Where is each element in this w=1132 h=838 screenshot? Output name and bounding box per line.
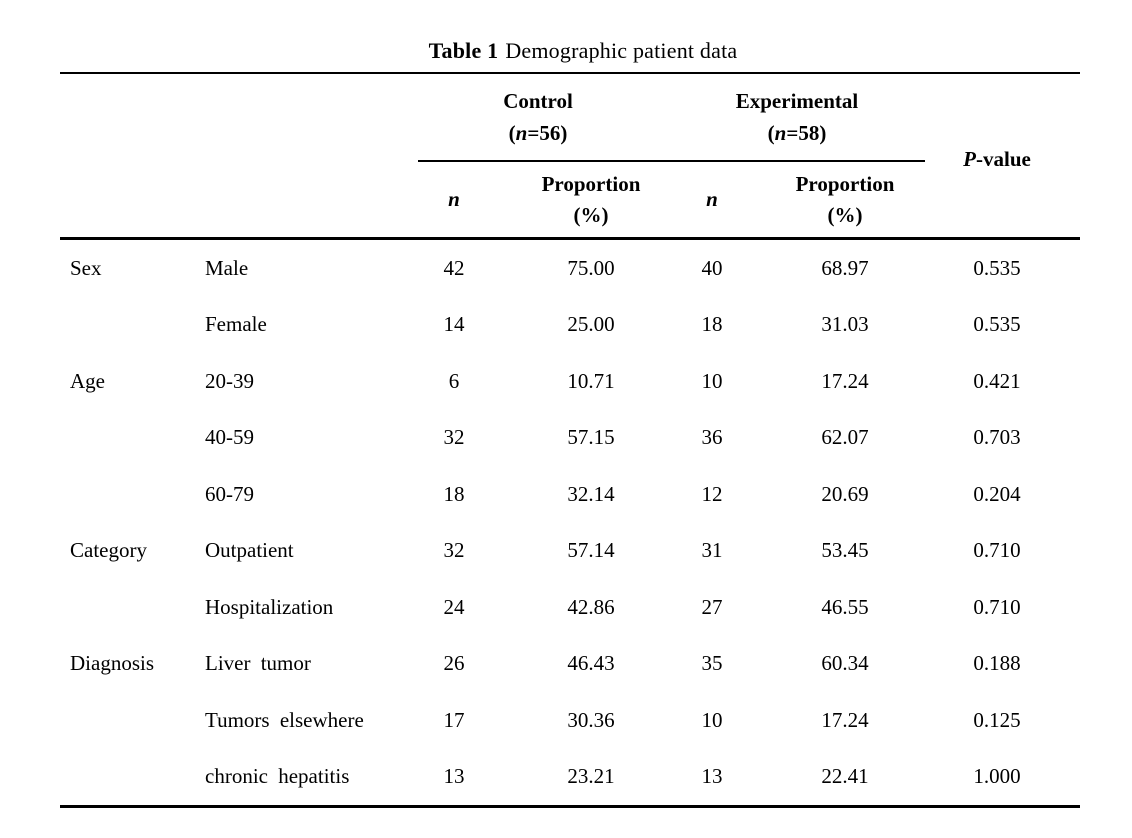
control-proportion-value: 30.36 xyxy=(567,707,615,732)
control-n-value: 32 xyxy=(443,538,465,563)
experimental-n-subheader: n xyxy=(706,187,718,211)
control-proportion-value: 57.14 xyxy=(567,538,615,563)
table-row: Diagnosis Liver tumor 26 46.43 35 60.34 … xyxy=(60,636,1080,693)
row-category-label: 40-59 xyxy=(205,425,254,450)
p-value: 0.710 xyxy=(973,538,1021,563)
experimental-n-value: 31 xyxy=(701,538,723,563)
experimental-n-value: 35 xyxy=(701,651,723,676)
row-category-label: 60-79 xyxy=(205,481,254,506)
control-proportion-value: 23.21 xyxy=(567,764,615,789)
control-group-header: Control (n=56) xyxy=(390,74,664,160)
experimental-n-value: 36 xyxy=(701,425,723,450)
table-caption: Demographic patient data xyxy=(505,38,738,63)
p-value-column-header: P -value xyxy=(963,147,1031,171)
control-proportion-value: 75.00 xyxy=(567,255,615,280)
experimental-proportion-subheader: Proportion (%) xyxy=(795,172,895,227)
p-value: 0.703 xyxy=(973,425,1021,450)
row-category-label: Hospitalization xyxy=(205,594,334,619)
experimental-proportion-value: 46.55 xyxy=(821,594,869,619)
p-value: 0.125 xyxy=(973,707,1021,732)
table-row: 40-59 32 57.15 36 62.07 0.703 xyxy=(60,410,1080,467)
bottom-rule xyxy=(60,805,1080,808)
experimental-n-value: 10 xyxy=(701,707,723,732)
experimental-proportion-value: 17.24 xyxy=(821,368,869,393)
control-proportion-value: 25.00 xyxy=(567,312,615,337)
control-n-value: 18 xyxy=(443,481,465,506)
table-title: Table 1 Demographic patient data xyxy=(60,30,1080,72)
table-row: Age 20-39 6 10.71 10 17.24 0.421 xyxy=(60,353,1080,410)
table-number: Table 1 xyxy=(428,38,499,63)
p-value: 0.535 xyxy=(973,312,1021,337)
p-value: 0.710 xyxy=(973,594,1021,619)
control-proportion-subheader: Proportion (%) xyxy=(541,172,641,227)
control-proportion-value: 42.86 xyxy=(567,594,615,619)
control-proportion-value: 57.15 xyxy=(567,425,615,450)
experimental-n-value: 10 xyxy=(701,368,723,393)
table-row: chronic hepatitis 13 23.21 13 22.41 1.00… xyxy=(60,749,1080,806)
table-row: Sex Male 42 75.00 40 68.97 0.535 xyxy=(60,240,1080,297)
control-proportion-value: 46.43 xyxy=(567,651,615,676)
row-category-label: Female xyxy=(205,312,267,337)
experimental-proportion-value: 60.34 xyxy=(821,651,869,676)
experimental-proportion-value: 68.97 xyxy=(821,255,869,280)
control-n-value: 17 xyxy=(443,707,465,732)
demographic-table: Table 1 Demographic patient data Control… xyxy=(60,30,1080,808)
p-value: 1.000 xyxy=(973,764,1021,789)
control-n-value: 24 xyxy=(443,594,465,619)
experimental-proportion-value: 62.07 xyxy=(821,425,869,450)
experimental-n-value: 27 xyxy=(701,594,723,619)
control-n-value: 13 xyxy=(443,764,465,789)
row-group-label: Age xyxy=(70,368,105,393)
table-row: Female 14 25.00 18 31.03 0.535 xyxy=(60,297,1080,354)
control-proportion-value: 10.71 xyxy=(567,368,615,393)
experimental-n-value: 13 xyxy=(701,764,723,789)
n-symbol: n xyxy=(774,121,787,145)
control-group-n: (n=56) xyxy=(508,121,568,145)
experimental-proportion-value: 53.45 xyxy=(821,538,869,563)
control-n-value: 14 xyxy=(443,312,465,337)
top-rule xyxy=(60,72,1080,74)
table-row: Hospitalization 24 42.86 27 46.55 0.710 xyxy=(60,579,1080,636)
experimental-proportion-value: 17.24 xyxy=(821,707,869,732)
table-body: Sex Male 42 75.00 40 68.97 0.535 Female … xyxy=(60,240,1080,805)
row-category-label: Outpatient xyxy=(205,538,294,563)
row-group-label: Diagnosis xyxy=(70,651,154,676)
header-bottom-rule xyxy=(60,237,1080,240)
p-value: 0.535 xyxy=(973,255,1021,280)
row-group-label: Sex xyxy=(70,255,102,280)
table-header: Control (n=56) Experimental (n=58) P -val… xyxy=(60,74,1080,237)
experimental-n-value: 40 xyxy=(701,255,723,280)
experimental-n-value: 12 xyxy=(701,481,723,506)
experimental-group-header: Experimental (n=58) xyxy=(664,74,930,160)
control-n-value: 26 xyxy=(443,651,465,676)
row-group-label: Category xyxy=(70,538,147,563)
experimental-group-name: Experimental xyxy=(735,89,859,113)
row-category-label: 20-39 xyxy=(205,368,254,393)
experimental-proportion-value: 22.41 xyxy=(821,764,869,789)
table-row: Tumors elsewhere 17 30.36 10 17.24 0.125 xyxy=(60,692,1080,749)
p-value: 0.204 xyxy=(973,481,1021,506)
experimental-group-n: (n=58) xyxy=(767,121,827,145)
experimental-n-value: 18 xyxy=(701,312,723,337)
row-category-label: Liver tumor xyxy=(205,651,311,676)
p-symbol: P xyxy=(963,147,976,171)
row-category-label: chronic hepatitis xyxy=(205,764,350,789)
experimental-proportion-value: 20.69 xyxy=(821,481,869,506)
row-category-label: Male xyxy=(205,255,249,280)
table-row: 60-79 18 32.14 12 20.69 0.204 xyxy=(60,466,1080,523)
p-value: 0.188 xyxy=(973,651,1021,676)
row-category-label: Tumors elsewhere xyxy=(205,707,364,732)
control-n-value: 32 xyxy=(443,425,465,450)
control-group-name: Control xyxy=(503,89,573,113)
control-proportion-value: 32.14 xyxy=(567,481,615,506)
control-n-value: 42 xyxy=(443,255,465,280)
experimental-proportion-value: 31.03 xyxy=(821,312,869,337)
p-value: 0.421 xyxy=(973,368,1021,393)
group-header-rule xyxy=(418,160,925,162)
table-row: Category Outpatient 32 57.14 31 53.45 0.… xyxy=(60,523,1080,580)
n-symbol: n xyxy=(515,121,528,145)
control-n-subheader: n xyxy=(448,187,460,211)
control-n-value: 6 xyxy=(448,368,460,393)
